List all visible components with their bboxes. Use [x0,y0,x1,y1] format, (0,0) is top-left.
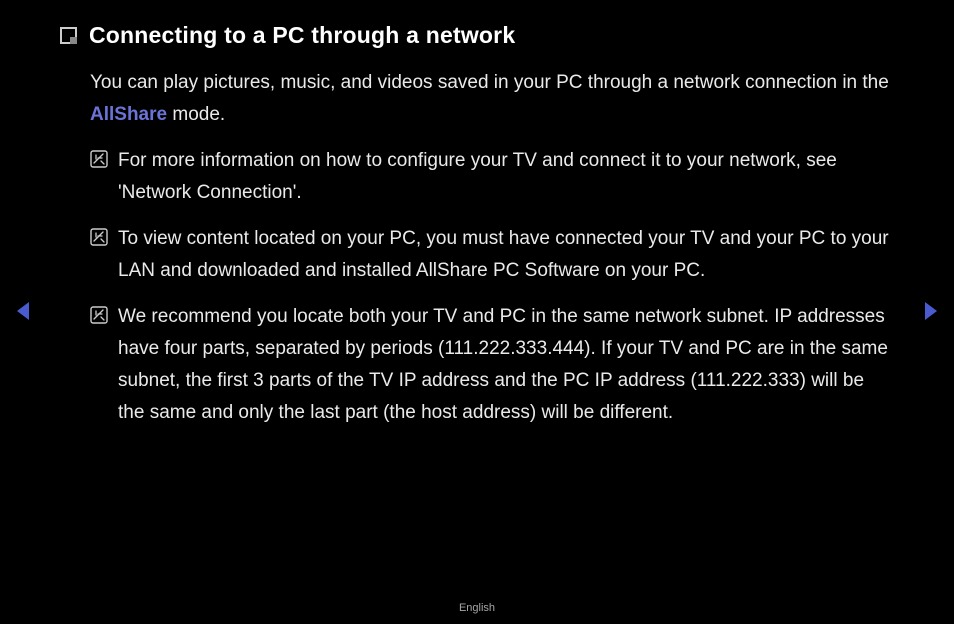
intro-text-before: You can play pictures, music, and videos… [90,72,889,93]
content-area: Connecting to a PC through a network You… [60,22,890,443]
next-page-button[interactable] [922,300,940,327]
intro-text-after: mode. [167,104,225,125]
note-text: To view content located on your PC, you … [118,223,890,287]
intro-paragraph: You can play pictures, music, and videos… [90,67,890,131]
title-row: Connecting to a PC through a network [60,22,890,49]
notes-list: For more information on how to configure… [90,145,890,429]
prev-page-button[interactable] [14,300,32,327]
page-title: Connecting to a PC through a network [89,22,515,49]
note-icon [90,150,108,168]
note-item: To view content located on your PC, you … [90,223,890,287]
section-bullet-icon [60,27,77,44]
manual-page: Connecting to a PC through a network You… [0,0,954,624]
intro-highlight: AllShare [90,104,167,125]
note-text: For more information on how to configure… [118,145,890,209]
note-item: We recommend you locate both your TV and… [90,301,890,429]
note-text: We recommend you locate both your TV and… [118,301,890,429]
note-icon [90,306,108,324]
footer-language: English [0,602,954,614]
note-item: For more information on how to configure… [90,145,890,209]
note-icon [90,228,108,246]
